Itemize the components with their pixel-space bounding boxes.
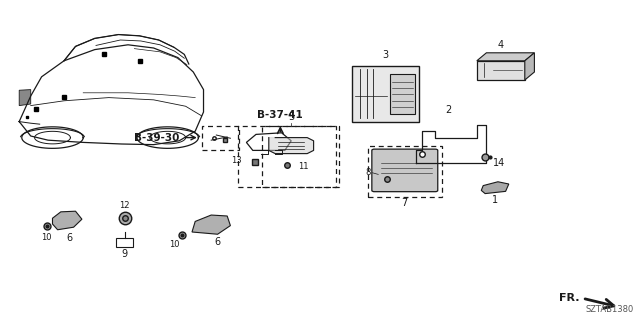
Polygon shape (481, 182, 509, 194)
Text: 6: 6 (66, 233, 72, 243)
Polygon shape (525, 53, 534, 80)
Text: 9: 9 (122, 249, 128, 259)
FancyBboxPatch shape (372, 149, 438, 192)
Text: 10: 10 (169, 240, 179, 249)
Polygon shape (192, 215, 230, 234)
Polygon shape (477, 53, 534, 61)
Text: 2: 2 (445, 105, 451, 115)
Text: 4: 4 (497, 40, 504, 50)
Text: 3: 3 (382, 50, 388, 60)
Text: 10: 10 (42, 233, 52, 242)
Text: 8: 8 (366, 168, 371, 177)
Text: 14: 14 (493, 158, 505, 168)
Text: 7: 7 (401, 198, 408, 208)
Polygon shape (52, 211, 82, 230)
Text: B-37-41: B-37-41 (257, 110, 303, 120)
Text: 13: 13 (231, 156, 242, 165)
Polygon shape (19, 90, 31, 106)
Text: 11: 11 (298, 162, 308, 171)
Text: B-39-30: B-39-30 (134, 132, 179, 143)
Text: 1: 1 (492, 195, 498, 205)
Polygon shape (269, 138, 314, 154)
Text: 6: 6 (214, 237, 221, 247)
Text: SZTAB1380: SZTAB1380 (586, 305, 634, 314)
Bar (116, 238, 133, 247)
Text: 5: 5 (288, 112, 294, 122)
FancyBboxPatch shape (477, 61, 525, 80)
Text: FR.: FR. (559, 293, 579, 303)
FancyBboxPatch shape (390, 74, 415, 114)
Text: 12: 12 (120, 201, 130, 210)
FancyBboxPatch shape (352, 66, 419, 122)
